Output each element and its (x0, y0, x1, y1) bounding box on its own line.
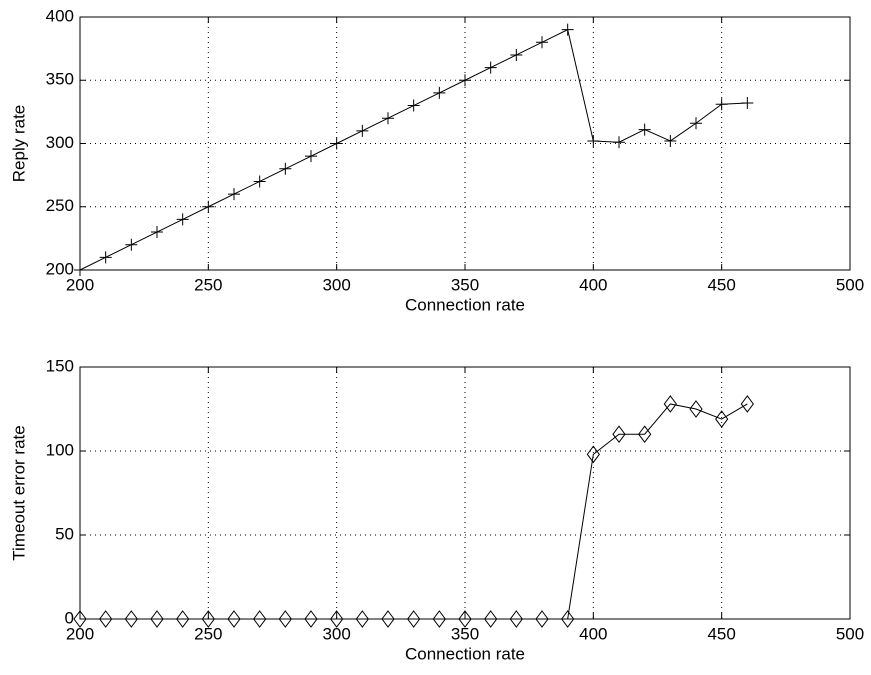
marker-plus (459, 74, 471, 87)
marker-diamond (124, 610, 138, 628)
marker-plus (638, 123, 651, 136)
marker-diamond (99, 610, 113, 628)
marker-diamond (561, 610, 575, 628)
data-line (79, 28, 748, 271)
y-tick-label: 350 (46, 70, 74, 89)
x-tick-label: 250 (194, 624, 222, 643)
y-tick-label: 50 (55, 524, 74, 543)
marker-plus (407, 99, 420, 112)
marker-diamond (432, 610, 446, 628)
y-tick-label: 250 (46, 196, 74, 215)
marker-diamond (381, 610, 395, 628)
marker-diamond (535, 610, 549, 628)
marker-plus (253, 175, 266, 188)
marker-diamond (176, 610, 190, 628)
marker-diamond (330, 610, 344, 628)
marker-plus (715, 98, 728, 111)
x-tick-label: 500 (836, 624, 864, 643)
x-axis-label: Connection rate (405, 295, 525, 314)
axes-frame (79, 16, 851, 271)
marker-diamond (355, 610, 369, 628)
marker-diamond (638, 425, 652, 444)
marker-plus (561, 23, 574, 36)
x-tick-label: 250 (194, 275, 222, 294)
marker-plus (99, 251, 112, 264)
marker-plus (330, 137, 343, 150)
y-tick-label: 100 (46, 440, 74, 459)
marker-diamond (227, 610, 241, 628)
x-axis-label: Connection rate (405, 644, 525, 663)
marker-diamond (715, 410, 729, 428)
y-axis-label: Timeout error rate (9, 425, 28, 560)
x-tick-label: 200 (66, 624, 94, 643)
marker-diamond (253, 610, 267, 628)
x-tick-label: 500 (836, 275, 864, 294)
y-tick-label: 0 (65, 608, 74, 627)
x-tick-label: 400 (579, 624, 607, 643)
x-tick-label: 300 (322, 275, 350, 294)
marker-plus (228, 188, 240, 201)
marker-plus (125, 238, 138, 251)
y-tick-label: 200 (46, 259, 74, 278)
marker-plus (433, 86, 446, 99)
marker-plus (587, 134, 600, 147)
marker-plus (176, 213, 189, 226)
marker-plus (305, 150, 317, 163)
marker-plus (356, 124, 369, 137)
marker-diamond (612, 425, 626, 444)
y-tick-label: 300 (46, 133, 74, 152)
marker-diamond (407, 610, 421, 628)
x-tick-label: 350 (451, 624, 479, 643)
marker-diamond (689, 400, 703, 418)
marker-plus (664, 134, 677, 147)
x-tick-label: 400 (579, 275, 607, 294)
marker-diamond (509, 610, 523, 628)
marker-plus (484, 61, 497, 74)
marker-diamond (484, 610, 498, 628)
marker-plus (202, 200, 215, 213)
x-tick-label: 350 (451, 275, 479, 294)
marker-diamond (201, 610, 215, 628)
marker-diamond (150, 610, 164, 628)
marker-plus (690, 117, 702, 130)
y-tick-label: 400 (46, 6, 74, 25)
marker-plus (510, 48, 523, 61)
marker-plus (382, 112, 394, 125)
marker-diamond (740, 395, 754, 413)
x-tick-label: 300 (322, 624, 350, 643)
marker-plus (74, 264, 86, 276)
marker-diamond (278, 610, 292, 628)
marker-diamond (458, 610, 472, 628)
x-tick-label: 450 (707, 624, 735, 643)
y-axis-label: Reply rate (9, 105, 28, 182)
marker-plus (151, 226, 163, 239)
x-tick-label: 450 (707, 275, 735, 294)
y-tick-label: 150 (46, 356, 74, 375)
marker-diamond (73, 610, 87, 628)
marker-plus (279, 162, 292, 175)
marker-diamond (304, 610, 318, 628)
marker-plus (613, 136, 625, 149)
x-tick-label: 200 (66, 275, 94, 294)
marker-plus (741, 97, 754, 110)
marker-diamond (663, 395, 677, 413)
data-line (80, 403, 748, 620)
marker-diamond (586, 445, 600, 464)
marker-plus (536, 36, 548, 49)
